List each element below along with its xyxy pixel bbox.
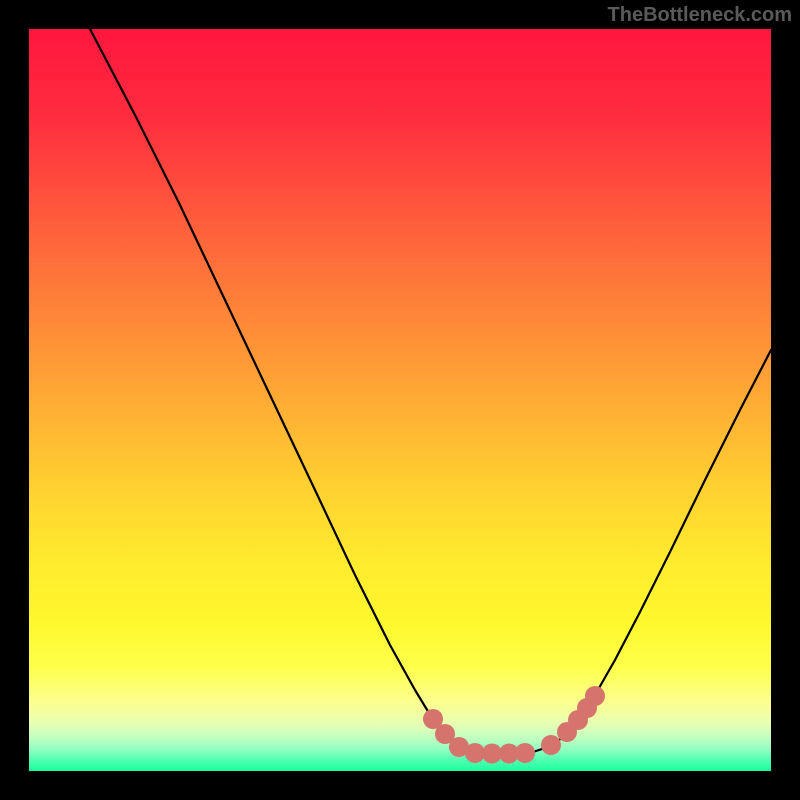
marker-dot: [585, 686, 605, 706]
marker-dot: [541, 735, 561, 755]
marker-dot: [465, 743, 485, 763]
plot-background: [29, 29, 771, 771]
marker-dot: [515, 743, 535, 763]
bottleneck-chart: TheBottleneck.com: [0, 0, 800, 800]
chart-svg: [0, 0, 800, 800]
